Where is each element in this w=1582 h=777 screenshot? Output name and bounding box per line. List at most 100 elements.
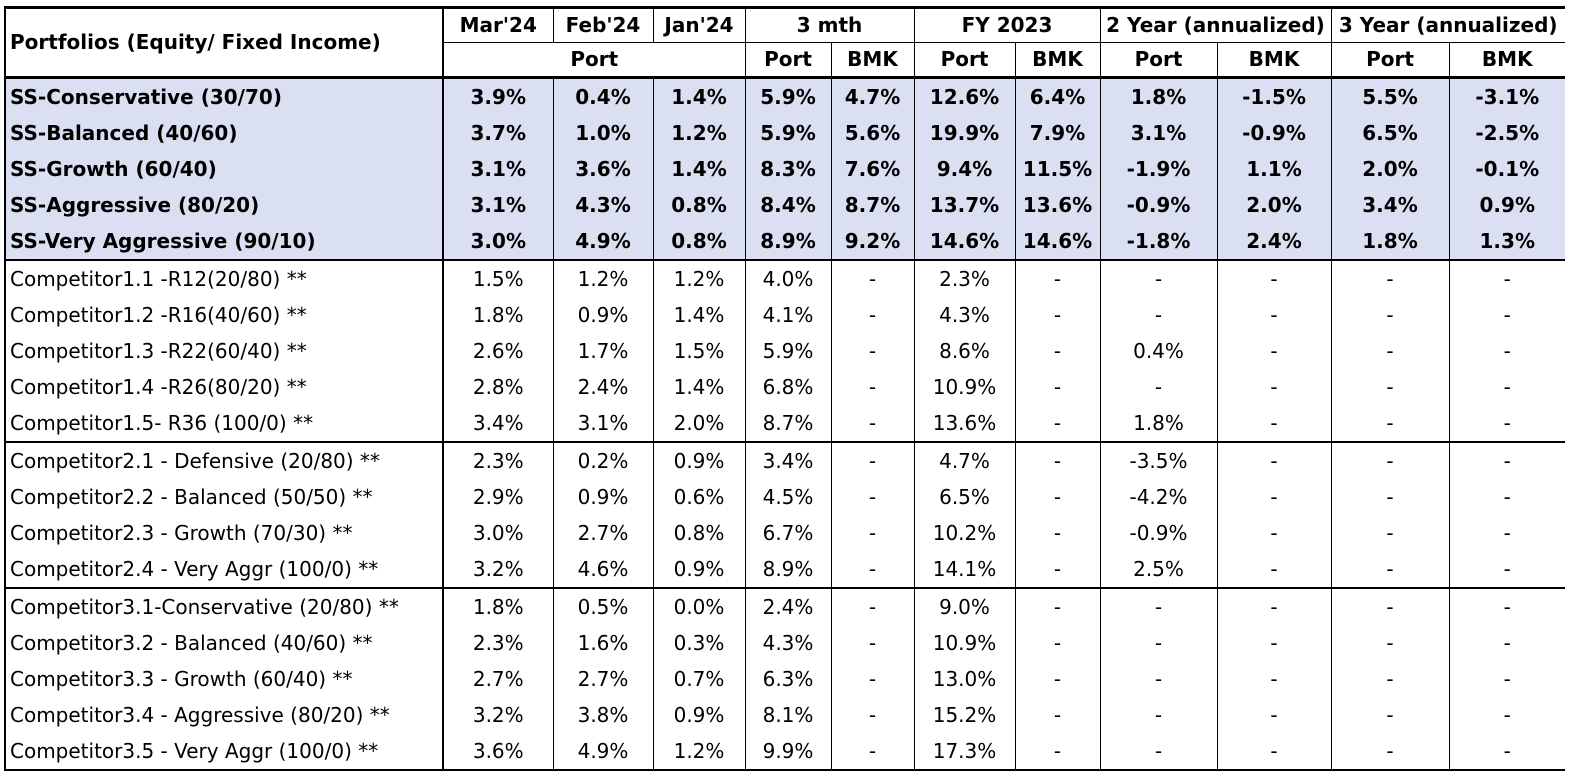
value-cell: 19.9% <box>913 115 1015 151</box>
value-cell: - <box>1330 515 1449 551</box>
value-cell: 0.4% <box>552 77 653 115</box>
value-cell: 8.9% <box>744 551 831 589</box>
value-cell: - <box>1448 515 1565 551</box>
value-cell: - <box>830 260 914 297</box>
value-cell: - <box>830 297 914 333</box>
table-row: Competitor1.3 -R22(60/40) ** 2.6% 1.7% 1.5%… <box>4 333 1565 369</box>
value-cell: - <box>1448 442 1565 479</box>
value-cell: 0.6% <box>652 479 745 515</box>
value-cell: - <box>1014 697 1100 733</box>
value-cell: 5.9% <box>744 77 831 115</box>
table-row: Competitor2.3 - Growth (70/30) ** 3.0% 2.7… <box>4 515 1565 551</box>
value-cell: 4.7% <box>913 442 1015 479</box>
performance-table-container: Portfolios (Equity/ Fixed Income) Mar'24… <box>4 6 1565 771</box>
table-row: Competitor3.5 - Very Aggr (100/0) ** 3.6%… <box>4 733 1565 771</box>
two-year-bmk-header: BMK <box>1216 42 1331 79</box>
value-cell: 2.0% <box>1216 187 1331 223</box>
value-cell: 2.9% <box>442 479 553 515</box>
value-cell: - <box>1448 588 1565 625</box>
value-cell: - <box>1448 369 1565 405</box>
value-cell: 2.4% <box>1216 223 1331 261</box>
value-cell: 1.4% <box>652 77 745 115</box>
value-cell: 8.1% <box>744 697 831 733</box>
value-cell: 6.5% <box>913 479 1015 515</box>
value-cell: 2.6% <box>442 333 553 369</box>
value-cell: 2.4% <box>552 369 653 405</box>
table-row: Competitor2.2 - Balanced (50/50) ** 2.9% 0… <box>4 479 1565 515</box>
value-cell: 9.2% <box>830 223 914 261</box>
value-cell: 9.9% <box>744 733 831 771</box>
value-cell: 1.4% <box>652 151 745 187</box>
fy2023-header: FY 2023 <box>913 6 1100 43</box>
value-cell: 3.1% <box>552 405 653 443</box>
value-cell: -4.2% <box>1099 479 1217 515</box>
value-cell: 1.4% <box>652 369 745 405</box>
value-cell: 1.6% <box>552 625 653 661</box>
three-month-header: 3 mth <box>744 6 914 43</box>
value-cell: 4.1% <box>744 297 831 333</box>
table-row: Competitor3.3 - Growth (60/40) ** 2.7% 2.7… <box>4 661 1565 697</box>
value-cell: -1.9% <box>1099 151 1217 187</box>
portfolio-name-cell: SS-Very Aggressive (90/10) <box>4 223 443 261</box>
three-year-bmk-header: BMK <box>1448 42 1565 79</box>
value-cell: 2.8% <box>442 369 553 405</box>
value-cell: - <box>1099 588 1217 625</box>
value-cell: 14.6% <box>913 223 1015 261</box>
value-cell: - <box>1330 625 1449 661</box>
value-cell: 6.5% <box>1330 115 1449 151</box>
value-cell: 3.0% <box>442 515 553 551</box>
value-cell: - <box>1099 661 1217 697</box>
portfolio-name-cell: Competitor1.2 -R16(40/60) ** <box>4 297 443 333</box>
value-cell: - <box>1099 733 1217 771</box>
value-cell: - <box>830 588 914 625</box>
value-cell: - <box>830 625 914 661</box>
value-cell: - <box>1014 551 1100 589</box>
value-cell: 1.2% <box>552 260 653 297</box>
value-cell: 15.2% <box>913 697 1015 733</box>
value-cell: 0.7% <box>652 661 745 697</box>
value-cell: - <box>1330 661 1449 697</box>
value-cell: - <box>1216 588 1331 625</box>
value-cell: 1.8% <box>1099 77 1217 115</box>
table-row: Competitor3.4 - Aggressive (80/20) ** 3.2… <box>4 697 1565 733</box>
value-cell: - <box>1014 369 1100 405</box>
value-cell: 3.1% <box>1099 115 1217 151</box>
value-cell: - <box>1014 297 1100 333</box>
value-cell: 3.8% <box>552 697 653 733</box>
value-cell: 1.8% <box>442 297 553 333</box>
value-cell: - <box>1448 405 1565 443</box>
value-cell: - <box>1099 297 1217 333</box>
value-cell: 0.8% <box>652 515 745 551</box>
value-cell: 2.0% <box>1330 151 1449 187</box>
table-row: Competitor1.1 -R12(20/80) ** 1.5% 1.2% 1.2%… <box>4 260 1565 297</box>
value-cell: - <box>830 661 914 697</box>
value-cell: - <box>1099 260 1217 297</box>
portfolio-name-cell: Competitor2.1 - Defensive (20/80) ** <box>4 442 443 479</box>
value-cell: 4.3% <box>552 187 653 223</box>
value-cell: 3.2% <box>442 551 553 589</box>
value-cell: 13.6% <box>913 405 1015 443</box>
value-cell: - <box>1014 479 1100 515</box>
value-cell: 4.9% <box>552 223 653 261</box>
value-cell: 11.5% <box>1014 151 1100 187</box>
value-cell: - <box>1216 442 1331 479</box>
value-cell: 10.9% <box>913 369 1015 405</box>
value-cell: - <box>1216 297 1331 333</box>
value-cell: - <box>1330 588 1449 625</box>
value-cell: 2.4% <box>744 588 831 625</box>
two-year-port-header: Port <box>1099 42 1217 79</box>
value-cell: - <box>1448 733 1565 771</box>
value-cell: 4.7% <box>830 77 914 115</box>
table-row: Competitor1.4 -R26(80/20) ** 2.8% 2.4% 1.4%… <box>4 369 1565 405</box>
value-cell: -1.8% <box>1099 223 1217 261</box>
portfolio-name-cell: Competitor3.1-Conservative (20/80) ** <box>4 588 443 625</box>
value-cell: 9.4% <box>913 151 1015 187</box>
value-cell: 0.9% <box>552 479 653 515</box>
portfolio-name-cell: SS-Balanced (40/60) <box>4 115 443 151</box>
value-cell: -0.9% <box>1216 115 1331 151</box>
portfolio-name-cell: Competitor1.1 -R12(20/80) ** <box>4 260 443 297</box>
value-cell: - <box>1330 733 1449 771</box>
value-cell: 2.5% <box>1099 551 1217 589</box>
value-cell: - <box>1448 625 1565 661</box>
value-cell: 3.6% <box>552 151 653 187</box>
